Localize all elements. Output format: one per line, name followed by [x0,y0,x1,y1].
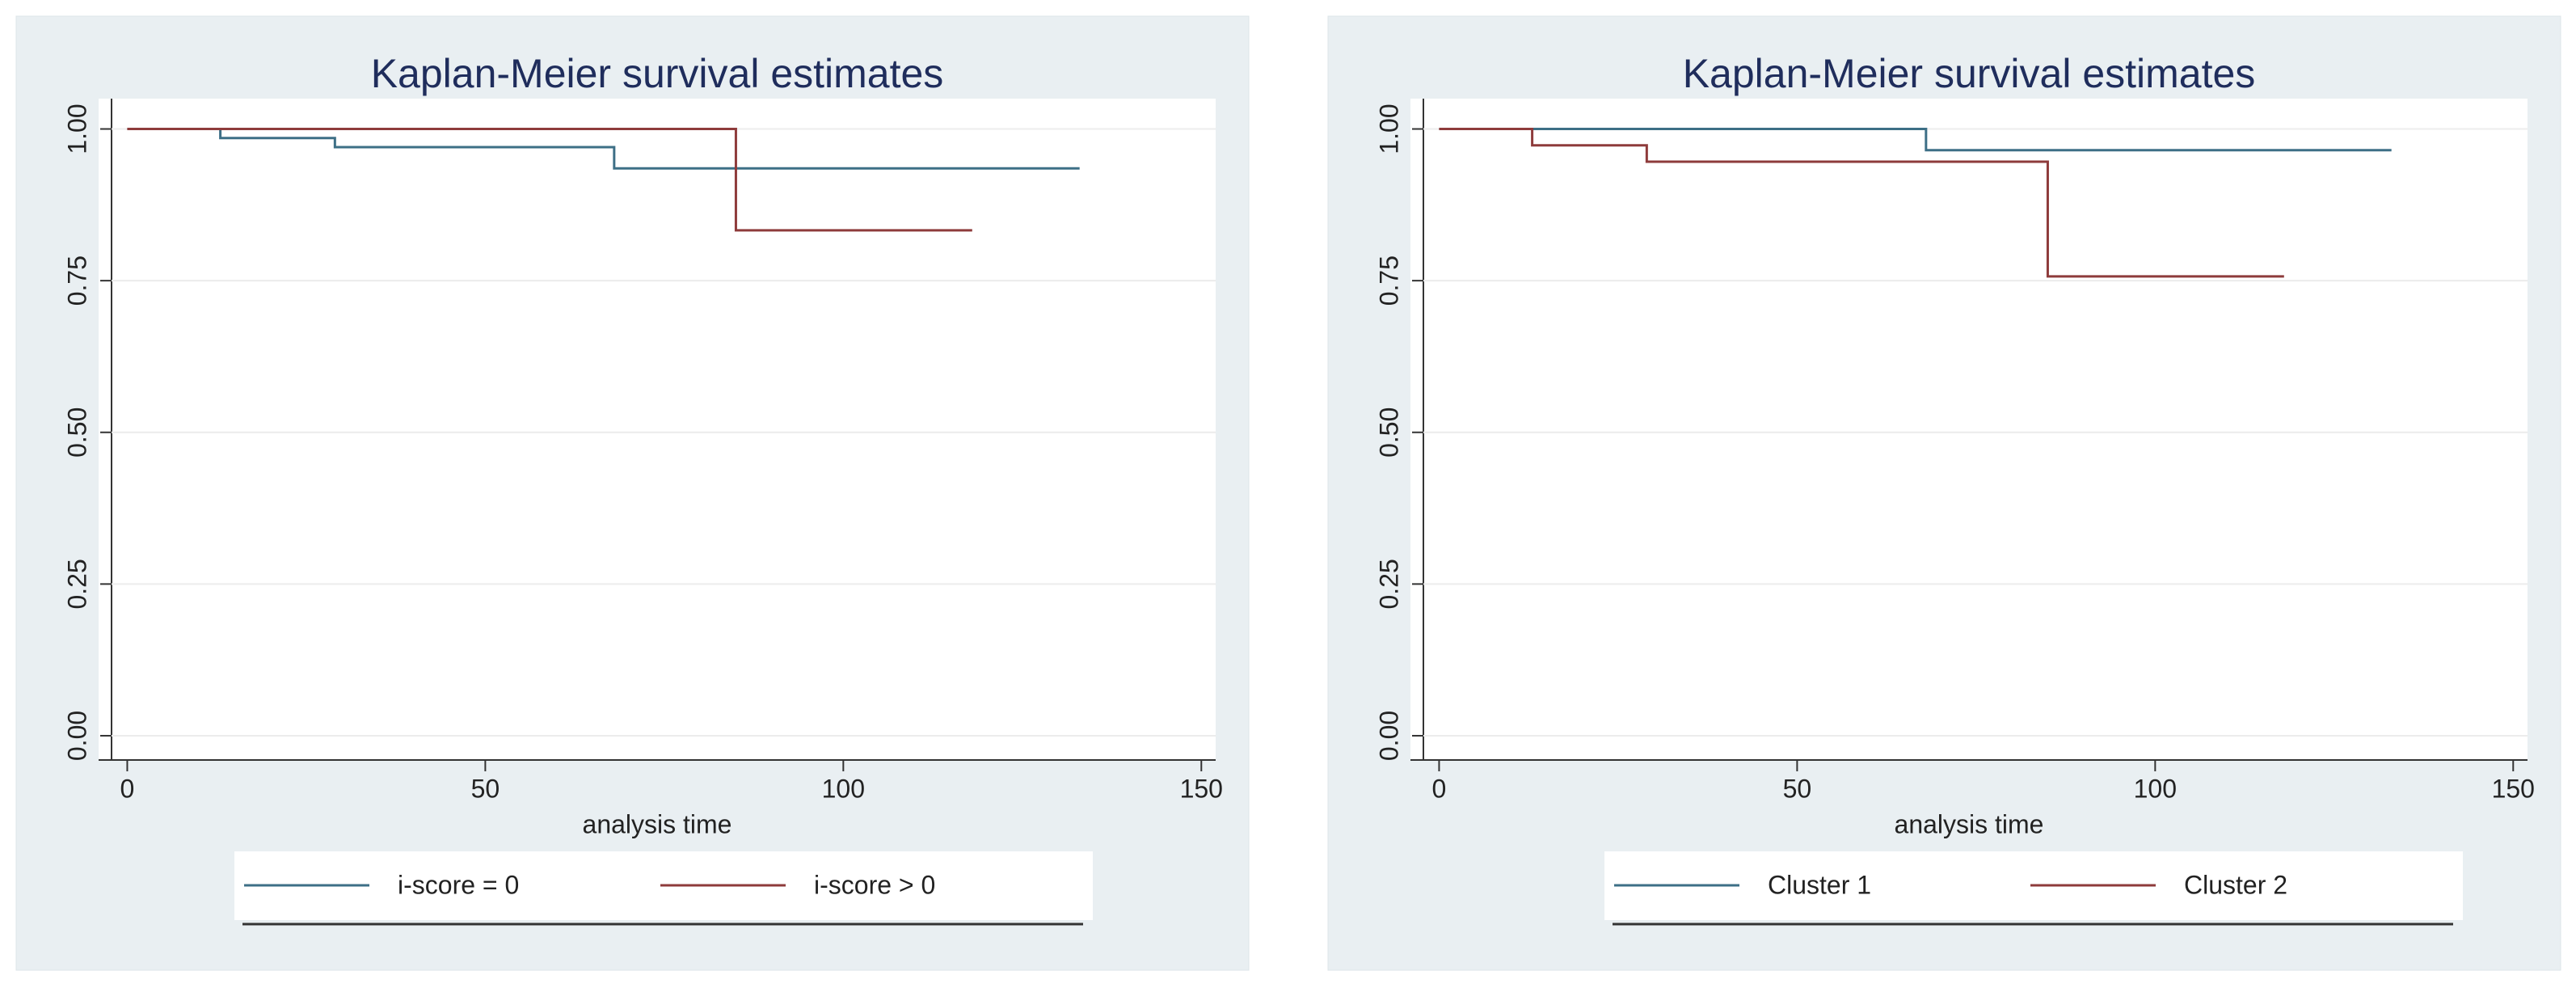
y-tick-label: 0.25 [62,559,91,609]
x-tick-label: 0 [120,774,135,803]
survival-curve [127,128,972,232]
x-tick-label: 100 [822,774,865,803]
y-tick-label: 0.00 [1374,711,1403,761]
chart-panel: Kaplan-Meier survival estimates 0.00 0.25 0… [15,15,1250,971]
legend-label: Cluster 2 [2184,870,2287,899]
survival-curve [127,128,1080,170]
x-tick-label: 100 [2134,774,2177,803]
y-tick-label: 1.00 [1374,103,1403,154]
y-tick-label: 1.00 [62,103,91,154]
y-tick-label: 0.50 [1374,407,1403,458]
x-axis-title: analysis time [583,809,732,838]
survival-curve [1439,128,2392,152]
y-tick-label: 0.50 [62,407,91,458]
legend-label: Cluster 1 [1768,870,1871,899]
y-tick-label: 0.25 [1374,559,1403,609]
y-tick-label: 0.75 [1374,255,1403,306]
x-tick-label: 150 [1180,774,1223,803]
legend-label: i-score = 0 [398,870,519,899]
y-tick-label: 0.00 [62,711,91,761]
x-tick-label: 0 [1432,774,1447,803]
plot-area [99,99,1216,760]
y-tick-label: 0.75 [62,255,91,306]
x-tick-label: 150 [2492,774,2535,803]
legend-label: i-score > 0 [814,870,935,899]
chart-title: Kaplan-Meier survival estimates [1683,51,2256,96]
chart-title: Kaplan-Meier survival estimates [371,51,944,96]
x-tick-label: 50 [1783,774,1812,803]
x-axis-title: analysis time [1895,809,2044,838]
survival-curve [1439,128,2284,278]
plot-area [1410,99,2528,760]
x-tick-label: 50 [471,774,500,803]
chart-panel: Kaplan-Meier survival estimates 0.00 0.25 0… [1327,15,2561,971]
